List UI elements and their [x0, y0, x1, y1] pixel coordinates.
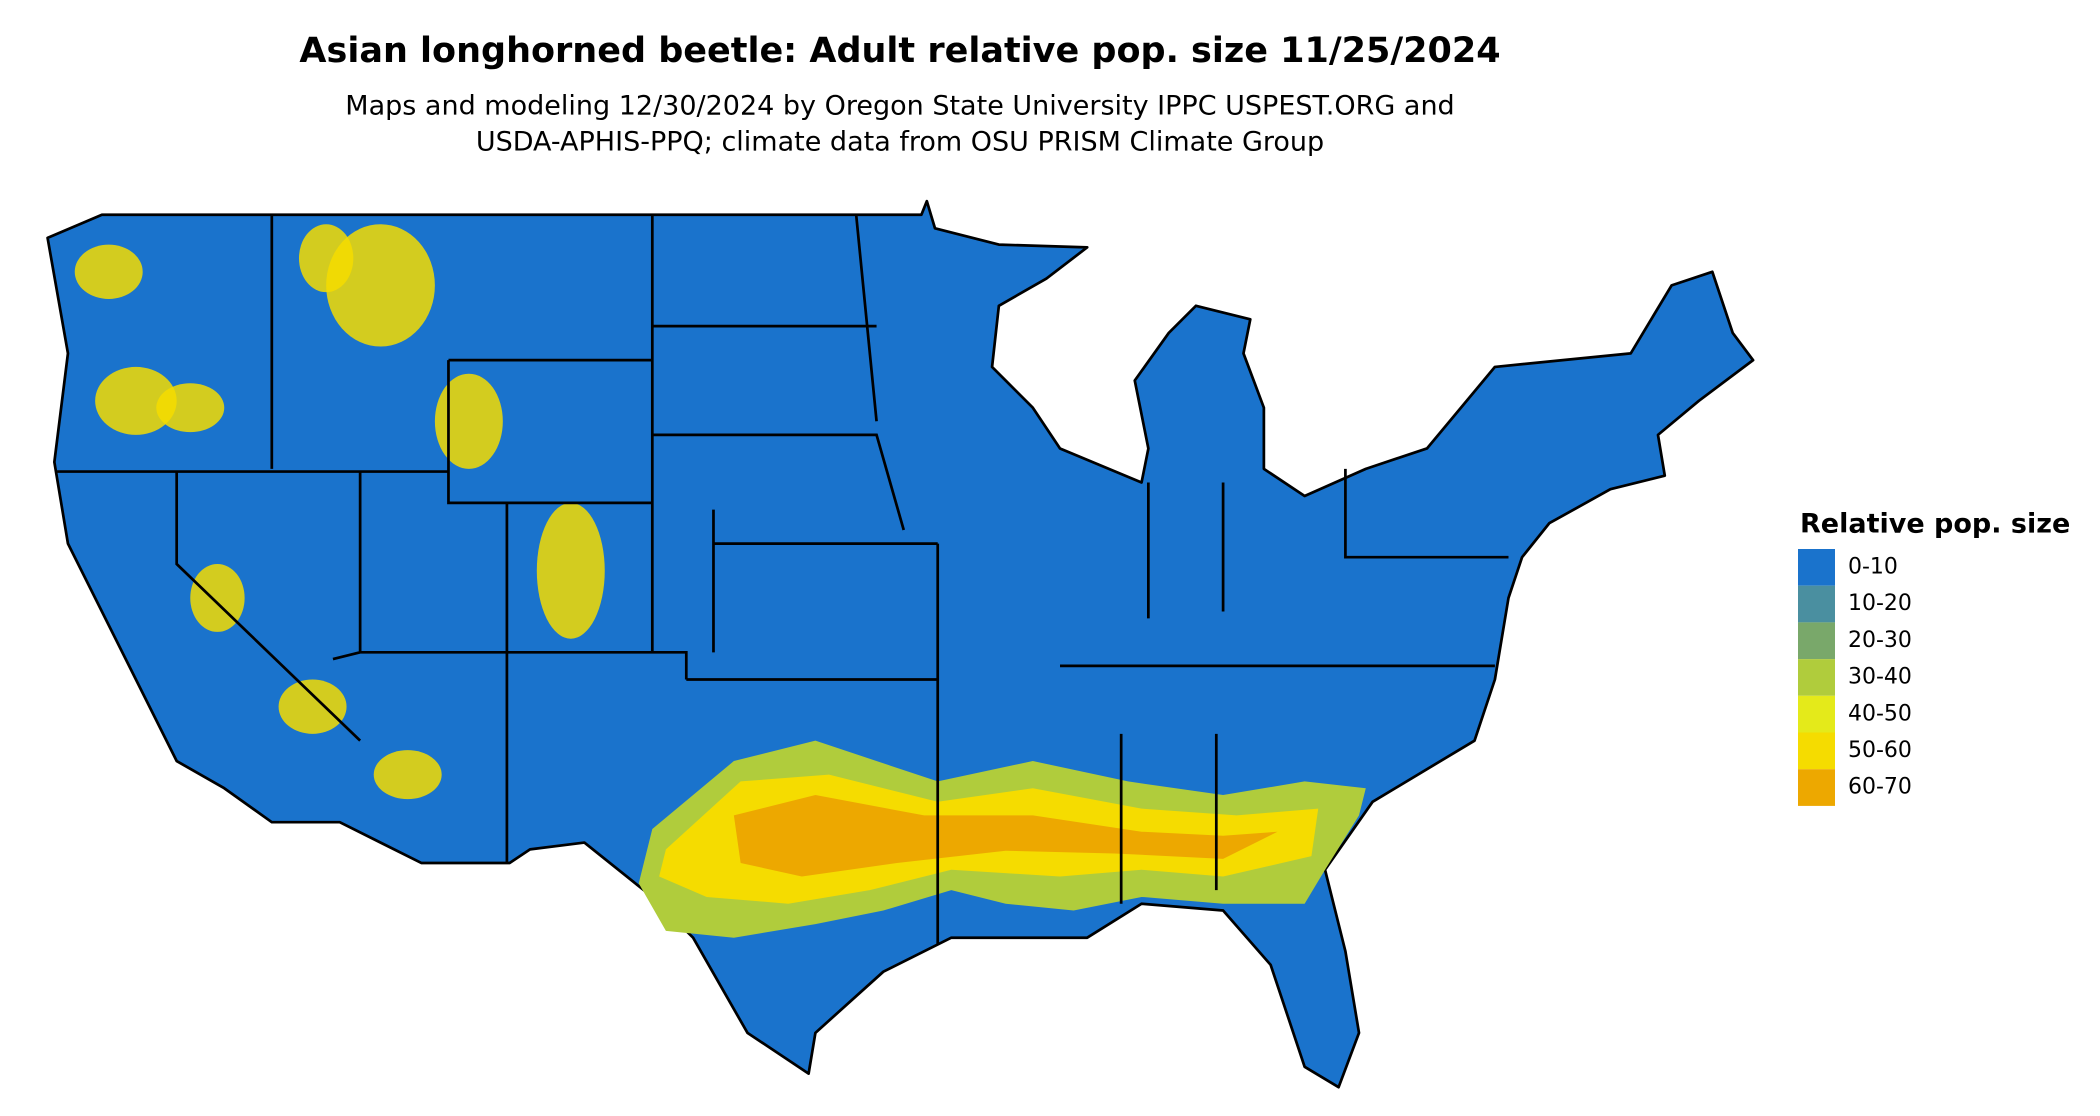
range-patch — [95, 366, 177, 435]
us-map — [46, 199, 1755, 1089]
legend-label: 40-50 — [1848, 701, 1912, 726]
legend-swatch — [1798, 622, 1835, 660]
legend-label: 50-60 — [1848, 738, 1912, 763]
us-outline — [46, 199, 1755, 1089]
range-patch — [298, 224, 354, 293]
subtitle: USDA-APHIS-PPQ; climate data from OSU PR… — [476, 127, 1324, 158]
legend-label: 0-10 — [1848, 555, 1898, 580]
title: Asian longhorned beetle: Adult relative … — [299, 31, 1500, 71]
legend-swatch — [1798, 659, 1835, 696]
range-patch — [373, 750, 442, 800]
legend-swatch — [1798, 769, 1835, 806]
legend-swatch — [1798, 549, 1835, 586]
range-patch — [156, 383, 225, 433]
subtitle: Maps and modeling 12/30/2024 by Oregon S… — [345, 91, 1454, 122]
legend-swatch — [1798, 732, 1835, 770]
state-borders — [57, 214, 1509, 945]
range-patch — [74, 244, 143, 299]
legend-swatch — [1798, 695, 1835, 733]
range-patch — [434, 373, 503, 469]
range-patch — [536, 502, 605, 639]
legend: 0-10 10-20 20-30 30-40 40-50 50-60 60-70 — [1798, 549, 1912, 806]
legend-label: 30-40 — [1848, 665, 1912, 690]
range-patch — [278, 679, 347, 734]
legend-label: 20-30 — [1848, 628, 1912, 653]
legend-label: 60-70 — [1848, 775, 1912, 800]
legend-title: Relative pop. size — [1800, 509, 2070, 540]
legend-swatch — [1798, 585, 1835, 623]
legend-label: 10-20 — [1848, 591, 1912, 616]
range-core — [733, 795, 1278, 877]
range-patch — [326, 224, 435, 347]
